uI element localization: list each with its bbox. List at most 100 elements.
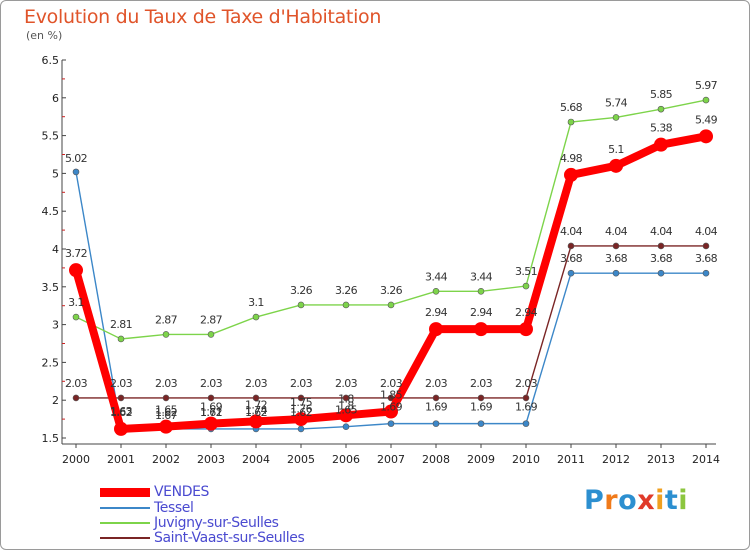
data-label: 5.74 bbox=[605, 96, 628, 109]
data-point bbox=[162, 394, 170, 402]
legend-swatch-vendes bbox=[100, 487, 150, 497]
x-tick-label: 2013 bbox=[647, 453, 675, 466]
data-point bbox=[432, 420, 440, 427]
data-label: 3.68 bbox=[605, 252, 628, 265]
x-tick-label: 2012 bbox=[602, 453, 630, 466]
data-point bbox=[297, 301, 305, 309]
data-point bbox=[567, 269, 575, 277]
legend-item-juvigny: Juvigny-sur-Seulles bbox=[100, 515, 279, 531]
data-point bbox=[477, 420, 485, 427]
proxiti-logo: Proxiti bbox=[584, 485, 688, 516]
data-label: 2.03 bbox=[200, 377, 223, 390]
data-label: 3.1 bbox=[68, 296, 84, 309]
data-label: 1.69 bbox=[515, 401, 538, 414]
data-point bbox=[207, 331, 215, 338]
data-point bbox=[207, 394, 215, 402]
data-point bbox=[117, 394, 125, 402]
data-point bbox=[252, 313, 260, 321]
legend-swatch-saint-vaast bbox=[100, 537, 150, 539]
data-label: 4.04 bbox=[560, 225, 583, 238]
y-tick-label: 2.5 bbox=[42, 356, 60, 369]
data-point bbox=[342, 301, 350, 309]
legend-label-saint-vaast: Saint-Vaast-sur-Seulles bbox=[154, 530, 305, 546]
data-point bbox=[297, 425, 305, 433]
data-label: 1.74 bbox=[245, 404, 268, 417]
legend-label-vendes: VENDES bbox=[154, 484, 210, 500]
data-label: 3.68 bbox=[560, 252, 583, 265]
y-tick-label: 3.5 bbox=[42, 281, 60, 294]
x-tick-label: 2000 bbox=[62, 453, 90, 466]
data-point bbox=[252, 394, 260, 402]
y-tick-label: 4 bbox=[52, 243, 59, 256]
data-label: 2.03 bbox=[245, 377, 268, 390]
data-label: 1.62 bbox=[110, 406, 132, 419]
data-label: 5.68 bbox=[560, 101, 583, 114]
legend-swatch-tessel bbox=[100, 507, 150, 509]
chart-title: Evolution du Taux de Taxe d'Habitation bbox=[24, 6, 382, 28]
data-point bbox=[612, 269, 620, 277]
y-tick-label: 6.5 bbox=[42, 54, 60, 67]
data-point bbox=[477, 394, 485, 402]
data-label: 2.94 bbox=[470, 306, 493, 319]
logo-letter: r bbox=[604, 485, 619, 516]
data-label: 5.85 bbox=[650, 88, 673, 101]
data-label: 1.65 bbox=[155, 404, 178, 417]
x-tick-label: 2010 bbox=[512, 453, 540, 466]
logo-letter: x bbox=[637, 485, 656, 516]
data-point bbox=[159, 419, 173, 434]
data-label: 2.81 bbox=[110, 318, 132, 331]
data-point bbox=[384, 404, 398, 419]
data-label: 4.04 bbox=[650, 225, 673, 238]
data-label: 2.94 bbox=[425, 306, 448, 319]
data-label: 3.44 bbox=[470, 270, 493, 283]
data-point bbox=[699, 129, 713, 144]
y-tick-label: 4.5 bbox=[42, 205, 60, 218]
legend-item-vendes: VENDES bbox=[100, 484, 209, 500]
data-point bbox=[522, 282, 530, 290]
data-point bbox=[297, 394, 305, 402]
x-tick-label: 2003 bbox=[197, 453, 225, 466]
x-tick-label: 2006 bbox=[332, 453, 360, 466]
data-point bbox=[657, 242, 665, 250]
data-point bbox=[117, 335, 125, 343]
data-label: 2.03 bbox=[425, 377, 448, 390]
legend-label-juvigny: Juvigny-sur-Seulles bbox=[154, 515, 279, 531]
data-label: 1.69 bbox=[470, 401, 493, 414]
data-point bbox=[432, 288, 440, 295]
data-label: 1.65 bbox=[335, 404, 358, 417]
logo-letter: i bbox=[655, 485, 665, 516]
data-point bbox=[702, 96, 710, 104]
chart-unit: (en %) bbox=[26, 29, 63, 42]
data-label: 3.68 bbox=[650, 252, 673, 265]
data-point bbox=[657, 105, 665, 113]
data-label: 5.02 bbox=[65, 152, 87, 165]
data-point bbox=[522, 394, 530, 402]
logo-letter: i bbox=[678, 485, 689, 516]
data-point bbox=[429, 322, 443, 337]
data-label: 2.03 bbox=[470, 377, 493, 390]
logo-letter: P bbox=[584, 485, 605, 516]
data-label: 1.69 bbox=[200, 401, 223, 414]
data-label: 1.62 bbox=[290, 406, 312, 419]
data-point bbox=[342, 394, 350, 402]
data-point bbox=[72, 168, 80, 176]
data-label: 2.94 bbox=[515, 306, 538, 319]
data-point bbox=[567, 242, 575, 250]
data-point bbox=[612, 242, 620, 250]
x-tick-label: 2001 bbox=[107, 453, 135, 466]
x-tick-label: 2008 bbox=[422, 453, 450, 466]
data-point bbox=[657, 269, 665, 277]
data-point bbox=[387, 301, 395, 309]
y-tick-label: 6 bbox=[52, 92, 59, 105]
logo-letter: t bbox=[664, 485, 679, 516]
data-label: 2.03 bbox=[110, 377, 133, 390]
y-tick-label: 5 bbox=[52, 167, 59, 180]
data-label: 2.03 bbox=[155, 377, 178, 390]
data-point bbox=[387, 420, 395, 427]
legend-item-saint-vaast: Saint-Vaast-sur-Seulles bbox=[100, 530, 305, 546]
data-label: 5.38 bbox=[650, 122, 673, 135]
data-label: 1.69 bbox=[380, 401, 403, 414]
data-label: 2.03 bbox=[65, 377, 88, 390]
y-tick-label: 2 bbox=[52, 394, 59, 407]
